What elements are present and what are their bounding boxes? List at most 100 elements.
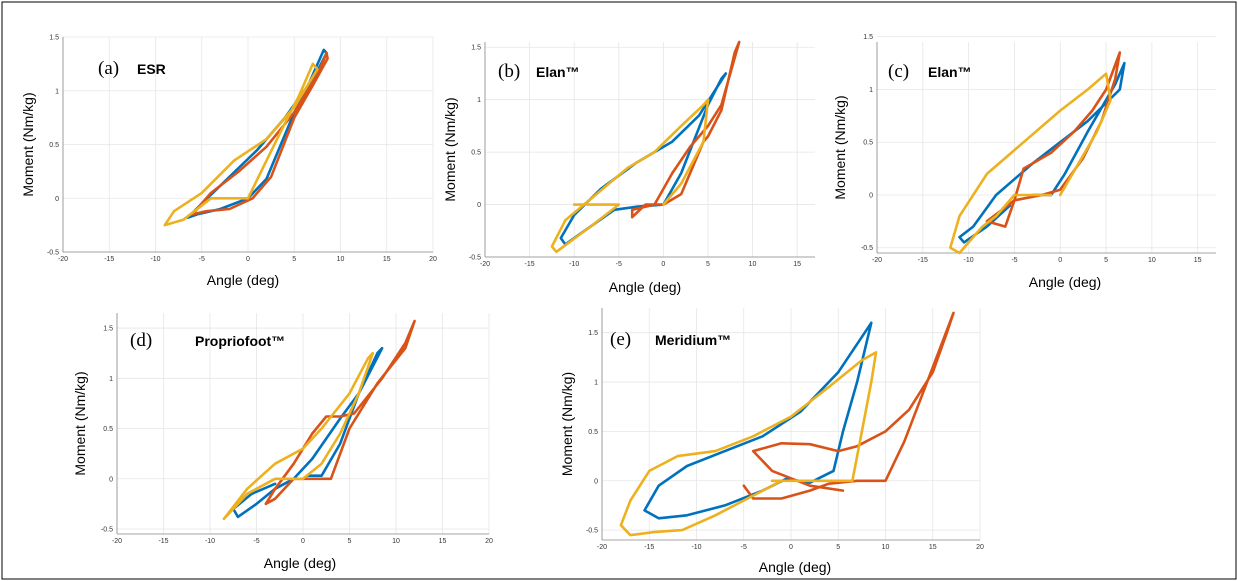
x-tick-label: 0	[246, 256, 250, 263]
x-axis-label: Angle (deg)	[759, 559, 831, 575]
x-tick-label: 0	[1058, 257, 1062, 264]
x-tick-label: -5	[741, 544, 747, 551]
x-tick-label: 10	[882, 544, 890, 551]
y-axis-label: Moment (Nm/kg)	[832, 95, 848, 199]
y-tick-label: 0.5	[49, 142, 59, 149]
x-tick-label: 10	[1148, 257, 1156, 264]
y-tick-label: 0	[869, 192, 873, 199]
series-line-3	[550, 98, 710, 254]
y-tick-label: -0.5	[586, 528, 598, 535]
x-tick-label: 5	[836, 544, 840, 551]
x-tick-label: -15	[104, 256, 114, 263]
chart-panel-e: -20 -15 -10 -5 0 5 10 15 20 -0.5 0 0.5 1 1.5 (e) Meridi…	[559, 308, 984, 575]
y-tick-label: -0.5	[861, 245, 873, 252]
x-tick-label: -10	[569, 261, 579, 268]
x-tick-label: 5	[292, 256, 296, 263]
x-tick-label: 10	[392, 538, 400, 545]
y-tick-label: 1	[594, 380, 598, 387]
y-tick-label: 1	[477, 97, 481, 104]
y-tick-label: 0.5	[588, 429, 598, 436]
x-axis-label: Angle (deg)	[264, 555, 336, 571]
y-tick-label: 0	[477, 202, 481, 209]
chart-panel-d: -20 -15 -10 -5 0 5 10 15 20 -0.5 0 0.5 1 1.5 (d) Propri…	[72, 313, 493, 571]
panel-letter: (c)	[888, 61, 909, 82]
panel-letter: (b)	[498, 61, 520, 82]
y-axis-label: Moment (Nm/kg)	[20, 92, 36, 196]
panel-letter: (d)	[130, 330, 152, 351]
x-tick-label: -20	[480, 261, 490, 268]
x-tick-label: 0	[301, 538, 305, 545]
y-tick-label: 1.5	[103, 326, 113, 333]
series-line-3	[163, 62, 319, 227]
y-tick-label: 1	[55, 88, 59, 95]
series-line-1	[232, 346, 384, 519]
x-tick-label: 15	[383, 256, 391, 263]
y-tick-label: -0.5	[47, 250, 59, 257]
y-tick-label: 1.5	[49, 35, 59, 42]
x-tick-label: 10	[749, 261, 757, 268]
series-line-3	[222, 351, 375, 521]
x-tick-label: -20	[872, 257, 882, 264]
panel-title: Propriofoot™	[195, 333, 285, 349]
chart-panel-c: -20 -15 -10 -5 0 5 10 15 -0.5 0 0.5 1 1.5 (c) Elan™ Ang…	[832, 34, 1216, 290]
series-line-3	[949, 72, 1112, 255]
x-tick-label: 5	[706, 261, 710, 268]
y-tick-label: 1	[109, 376, 113, 383]
y-tick-label: 0	[594, 478, 598, 485]
series-line-3	[619, 351, 878, 537]
y-tick-label: 0.5	[103, 426, 113, 433]
x-tick-label: -15	[525, 261, 535, 268]
y-tick-label: -0.5	[469, 255, 481, 262]
x-tick-label: 20	[429, 256, 437, 263]
x-tick-label: -10	[205, 538, 215, 545]
x-tick-label: 0	[789, 544, 793, 551]
x-tick-label: -10	[691, 544, 701, 551]
x-tick-label: 5	[348, 538, 352, 545]
x-tick-label: 5	[1104, 257, 1108, 264]
chart-panel-b: -20 -15 -10 -5 0 5 10 15 -0.5 0 0.5 1 1.5 (b) Elan™ Ang…	[442, 40, 815, 295]
series-line-2	[985, 51, 1122, 228]
x-tick-label: -20	[597, 544, 607, 551]
x-axis-label: Angle (deg)	[207, 272, 279, 288]
x-tick-label: 15	[439, 538, 447, 545]
x-tick-label: 15	[1194, 257, 1202, 264]
x-tick-label: -15	[918, 257, 928, 264]
panel-letter: (a)	[98, 58, 119, 79]
y-axis-label: Moment (Nm/kg)	[442, 97, 458, 201]
x-tick-label: 15	[793, 261, 801, 268]
panel-title: Meridium™	[655, 332, 731, 348]
y-tick-label: 1.5	[588, 330, 598, 337]
x-tick-label: -15	[158, 538, 168, 545]
series-line-2	[742, 311, 955, 500]
panel-title: ESR	[137, 61, 166, 77]
y-tick-label: 0.5	[863, 140, 873, 147]
x-tick-label: -20	[112, 538, 122, 545]
chart-panel-a: -20 -15 -10 -5 0 5 10 15 20 -0.5 0 0.5 1 1.5 (a) ESR Ang…	[20, 35, 437, 289]
x-tick-label: -15	[644, 544, 654, 551]
y-tick-label: 1	[869, 87, 873, 94]
series-line-2	[630, 40, 741, 219]
x-tick-label: -5	[616, 261, 622, 268]
x-tick-label: 20	[485, 538, 493, 545]
x-tick-label: -5	[1011, 257, 1017, 264]
series-line-1	[643, 321, 873, 520]
panel-letter: (e)	[610, 329, 631, 350]
x-tick-label: -10	[964, 257, 974, 264]
x-axis-label: Angle (deg)	[609, 279, 681, 295]
y-tick-label: 0.5	[471, 150, 481, 157]
x-tick-label: -5	[199, 256, 205, 263]
x-tick-label: -20	[58, 256, 68, 263]
y-tick-label: 1.5	[863, 34, 873, 41]
x-tick-label: 0	[661, 261, 665, 268]
series-line-1	[559, 72, 728, 246]
y-axis-label: Moment (Nm/kg)	[559, 372, 575, 476]
panel-title: Elan™	[536, 64, 580, 80]
y-tick-label: -0.5	[101, 526, 113, 533]
x-tick-label: 10	[337, 256, 345, 263]
series-line-1	[958, 61, 1126, 244]
x-tick-label: 20	[976, 544, 984, 551]
x-axis-label: Angle (deg)	[1029, 274, 1101, 290]
y-tick-label: 0	[55, 196, 59, 203]
